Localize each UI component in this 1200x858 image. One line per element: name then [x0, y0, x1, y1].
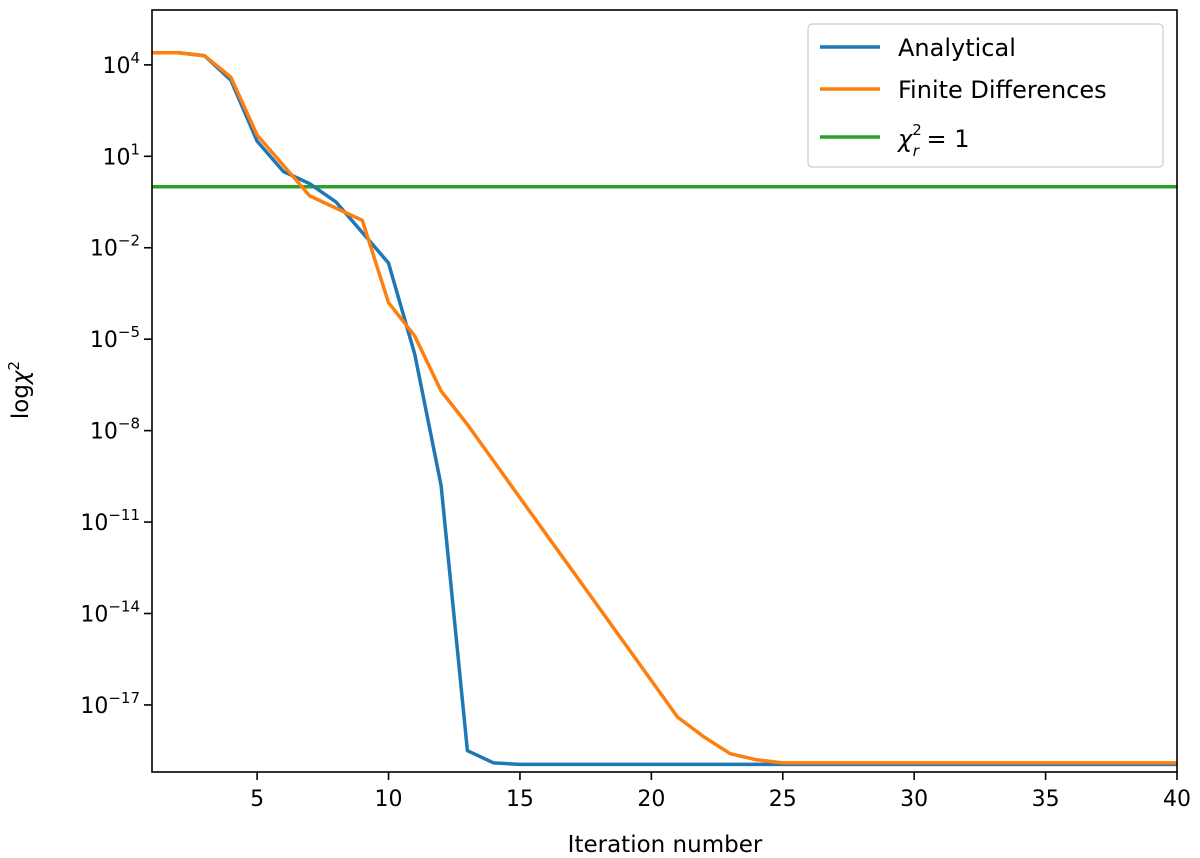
y-tick-label: 10−11	[80, 506, 140, 536]
x-tick-label: 20	[637, 787, 665, 812]
legend-chi-sub: r	[913, 142, 920, 160]
x-tick-label: 25	[769, 787, 797, 812]
legend-chi-sup: 2	[912, 121, 922, 139]
legend-box	[807, 23, 1164, 168]
y-tick-base: 10	[80, 603, 108, 628]
x-tick-label: 35	[1032, 787, 1060, 812]
x-tick-label: 10	[375, 787, 403, 812]
y-tick-label: 101	[102, 140, 140, 170]
y-tick-base: 10	[80, 511, 108, 536]
y-axis-label-exp: 2	[5, 361, 23, 371]
y-tick-label: 10−8	[90, 415, 140, 445]
y-tick-label: 10−14	[80, 598, 140, 628]
y-tick-label: 10−5	[90, 323, 140, 353]
y-tick-exponent: 1	[130, 140, 140, 158]
y-tick-base: 10	[90, 237, 118, 262]
legend: Analytical Finite Differences χ2 r = 1	[807, 23, 1164, 168]
y-axis-label-symbol: χ	[8, 369, 34, 386]
y-tick-base: 10	[102, 54, 130, 79]
y-tick-exponent: 4	[130, 49, 140, 67]
y-tick-label: 10−2	[90, 232, 140, 262]
y-tick-base: 10	[90, 420, 118, 445]
legend-label-analytical: Analytical	[898, 34, 1016, 62]
y-tick-exponent: −2	[118, 232, 140, 250]
x-tick-label: 15	[506, 787, 534, 812]
legend-label-chi-r-equals-1: χ2 r = 1	[896, 121, 970, 160]
series-line-finite-differences	[152, 50, 1177, 765]
x-tick-label: 5	[250, 787, 264, 812]
y-axis-label: logχ2	[5, 361, 34, 419]
x-axis-label: Iteration number	[568, 832, 763, 858]
plot-frame	[151, 9, 1178, 773]
y-tick-exponent: −17	[108, 689, 140, 707]
legend-chi-rest: = 1	[919, 125, 970, 153]
y-tick-exponent: −5	[118, 323, 140, 341]
x-tick-label: 40	[1163, 787, 1191, 812]
y-tick-exponent: −11	[108, 506, 140, 524]
y-tick-exponent: −14	[108, 598, 140, 616]
y-tick-label: 10−17	[80, 689, 140, 719]
y-tick-base: 10	[80, 694, 108, 719]
y-tick-base: 10	[102, 145, 130, 170]
x-tick-label: 30	[900, 787, 928, 812]
y-axis-label-base: log	[8, 384, 34, 419]
y-tick-exponent: −8	[118, 415, 140, 433]
y-tick-base: 10	[90, 328, 118, 353]
legend-chi-base: χ	[896, 125, 913, 153]
legend-label-finite-differences: Finite Differences	[898, 76, 1107, 104]
y-tick-label: 104	[102, 49, 140, 79]
